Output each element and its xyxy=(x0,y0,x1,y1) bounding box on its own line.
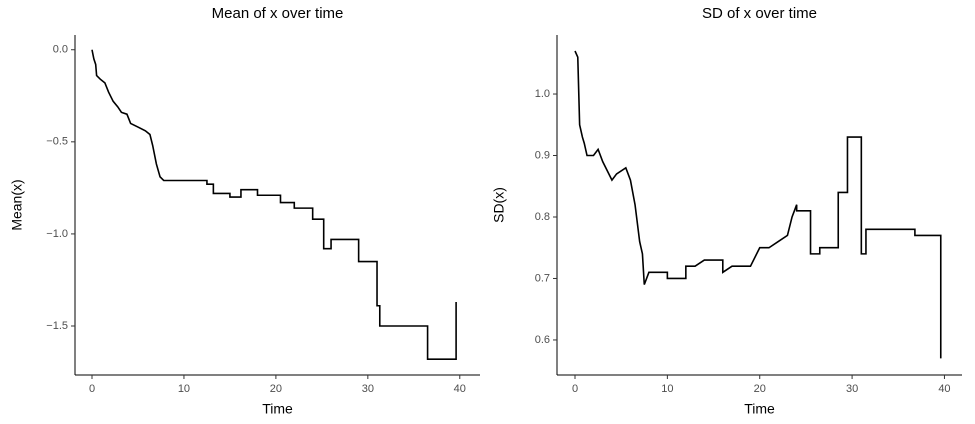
x-tick-label: 0 xyxy=(89,383,95,395)
data-line xyxy=(574,50,942,359)
y-tick-label: −0.5 xyxy=(46,136,68,148)
x-tick-label: 20 xyxy=(754,383,766,395)
x-tick-label: 0 xyxy=(572,383,578,395)
y-tick-label: 0.6 xyxy=(535,334,550,346)
x-tick-label: 10 xyxy=(661,383,673,395)
x-tick-label: 30 xyxy=(846,383,858,395)
panel: SD of x over time Time SD(x) 0 10 20 30 40 0.6 0.… xyxy=(491,5,962,417)
x-axis-label: Time xyxy=(744,401,775,417)
x-tick-label: 20 xyxy=(270,383,282,395)
y-tick-label: 1.0 xyxy=(535,88,550,100)
data-line xyxy=(91,49,457,360)
y-tick-label: 0.7 xyxy=(535,272,550,284)
y-tick-label: −1.0 xyxy=(46,228,68,240)
x-tick-label: 30 xyxy=(362,383,374,395)
y-tick-label: −1.5 xyxy=(46,320,68,332)
x-tick-label: 10 xyxy=(178,383,190,395)
y-axis-label: SD(x) xyxy=(491,187,507,223)
y-tick-label: 0.8 xyxy=(535,211,550,223)
x-axis-label: Time xyxy=(262,401,293,417)
y-axis-label: Mean(x) xyxy=(9,179,25,230)
panel: Mean of x over time Time Mean(x) 0 10 20 30 40 −… xyxy=(9,5,480,417)
chart-title: SD of x over time xyxy=(702,5,817,22)
x-tick-label: 40 xyxy=(454,383,466,395)
y-tick-label: 0.0 xyxy=(53,44,68,56)
y-tick-label: 0.9 xyxy=(535,149,550,161)
chart-title: Mean of x over time xyxy=(212,5,344,22)
x-tick-label: 40 xyxy=(938,383,950,395)
